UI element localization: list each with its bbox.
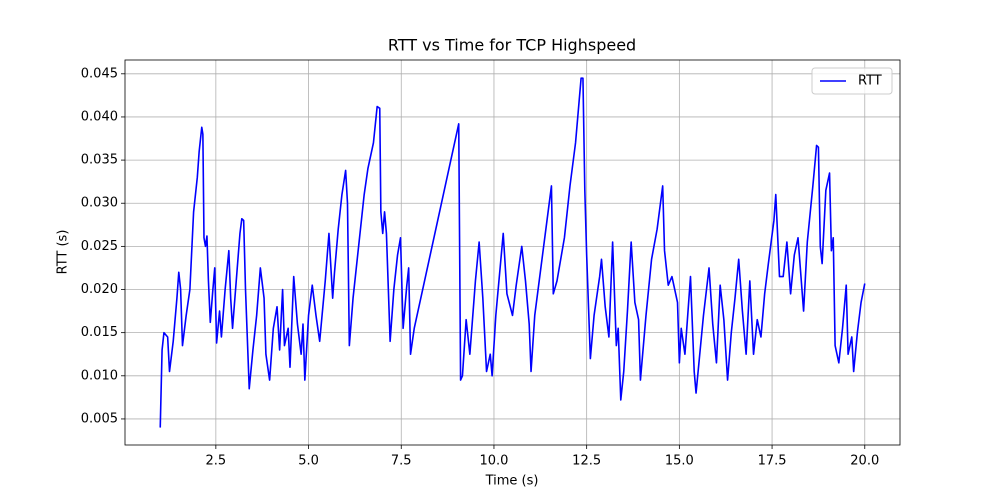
y-tick-label: 0.010 (81, 368, 118, 383)
y-axis-label: RTT (s) (56, 230, 71, 275)
x-tick-label: 2.5 (206, 454, 227, 469)
y-tick-label: 0.015 (81, 325, 118, 340)
legend-label: RTT (858, 74, 882, 89)
x-tick-label: 7.5 (391, 454, 412, 469)
x-tick-label: 15.0 (665, 454, 694, 469)
x-axis-label: Time (s) (485, 474, 539, 489)
x-tick-label: 17.5 (758, 454, 787, 469)
x-tick-label: 10.0 (479, 454, 508, 469)
x-tick-label: 5.0 (298, 454, 319, 469)
y-tick-label: 0.005 (81, 411, 118, 426)
axes-frame (124, 59, 901, 446)
y-tick-label: 0.025 (81, 239, 118, 254)
data-line (159, 77, 866, 428)
y-tick-label: 0.040 (81, 109, 118, 124)
y-tick-label: 0.045 (81, 66, 118, 81)
legend-box (811, 67, 893, 95)
y-tick-label: 0.035 (81, 153, 118, 168)
x-tick-label: 20.0 (850, 454, 879, 469)
y-tick-label: 0.020 (81, 282, 118, 297)
x-tick-label: 12.5 (572, 454, 601, 469)
y-tick-label: 0.030 (81, 196, 118, 211)
chart-title: RTT vs Time for TCP Highspeed (388, 36, 636, 55)
